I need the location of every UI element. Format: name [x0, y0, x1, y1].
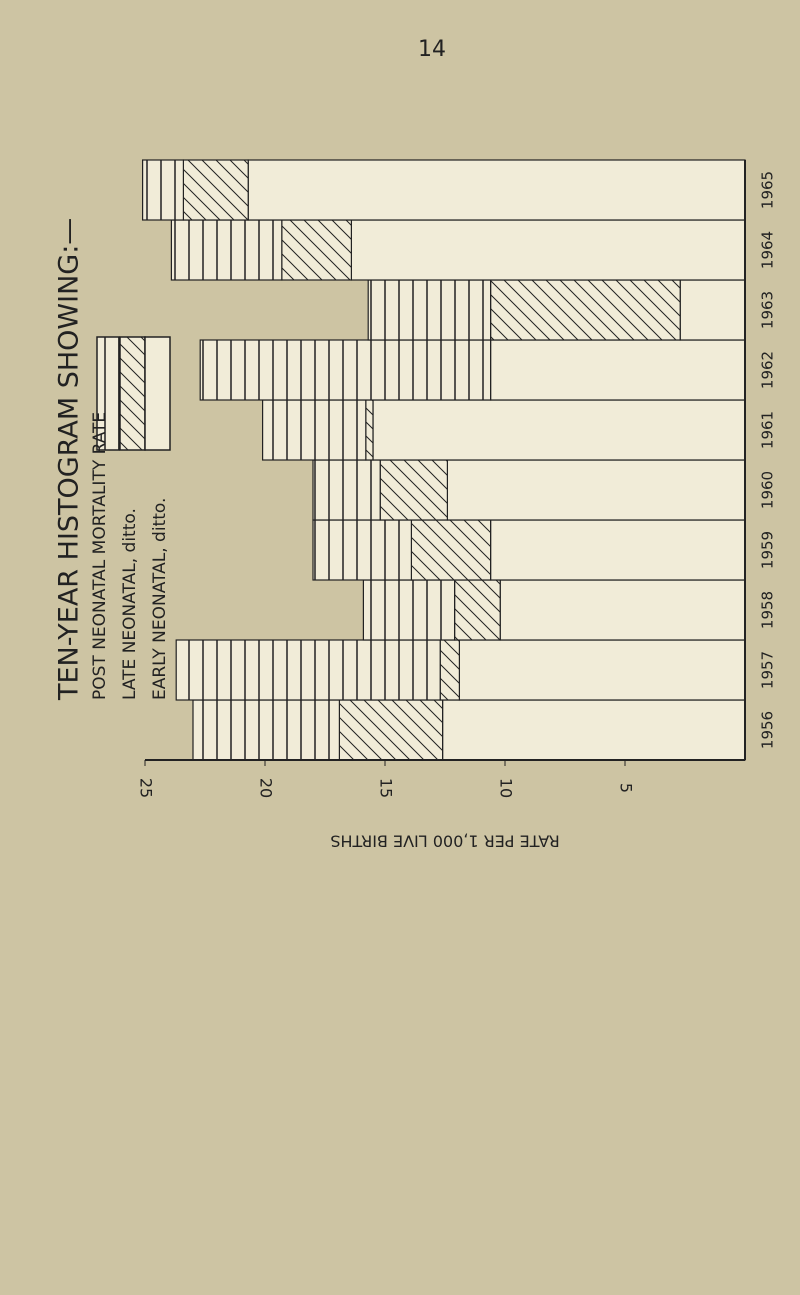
y-tick-label: 1957	[759, 651, 777, 689]
bar-segment	[170, 219, 283, 281]
legend-label: EARLY NEONATAL, ditto.	[150, 498, 170, 700]
bar-segment	[499, 579, 746, 641]
bar-segment	[362, 579, 456, 641]
bar-segment	[192, 699, 340, 761]
legend-label: POST NEONATAL MORTALITY RATE	[90, 412, 110, 700]
bar-segment	[338, 699, 444, 761]
y-tick-label: 1963	[759, 291, 777, 329]
bar-segment	[142, 159, 185, 221]
y-tick-label: 1956	[759, 711, 777, 749]
x-tick-label: 20	[257, 778, 276, 798]
x-tick-label: 15	[377, 778, 396, 798]
bar-segment	[439, 639, 461, 701]
bar-segment	[182, 159, 249, 221]
bar-segment	[490, 279, 681, 341]
bar-segment	[350, 219, 746, 281]
x-tick-label: 10	[497, 778, 516, 798]
bar-segment	[442, 699, 746, 761]
bar-segment	[312, 519, 413, 581]
bar-segment	[458, 639, 746, 701]
bar-segment	[312, 459, 381, 521]
y-tick-label: 1960	[759, 471, 777, 509]
legend-swatch	[144, 336, 171, 451]
y-tick-label: 1961	[759, 411, 777, 449]
x-tick-label: 25	[137, 778, 156, 798]
bar-segment	[446, 459, 746, 521]
chart-title: TEN-YEAR HISTOGRAM SHOWING:—	[54, 218, 85, 701]
bar-segment	[379, 459, 449, 521]
bar-segment	[262, 399, 367, 461]
page-number: 14	[418, 37, 446, 62]
y-tick-label: 1958	[759, 591, 777, 629]
bar-segment	[281, 219, 352, 281]
bar-segment	[247, 159, 746, 221]
bar-segment	[454, 579, 501, 641]
legend-swatch	[119, 336, 146, 451]
x-tick-label: 5	[617, 783, 636, 793]
legend-swatch	[96, 336, 120, 451]
bar-segment	[199, 339, 492, 401]
bar-segment	[410, 519, 492, 581]
bar-segment	[490, 519, 746, 581]
x-axis-title: RATE PER 1,000 LIVE BIRTHS	[330, 832, 559, 851]
bar-segment	[490, 339, 746, 401]
bar-segment	[365, 399, 374, 461]
bar-segment	[679, 279, 746, 341]
bar-segment	[372, 399, 746, 461]
legend-label: LATE NEONATAL, ditto.	[120, 508, 140, 700]
y-tick-label: 1965	[759, 171, 777, 209]
y-tick-label: 1959	[759, 531, 777, 569]
y-tick-label: 1964	[759, 231, 777, 269]
bar-segment	[367, 279, 492, 341]
y-tick-label: 1962	[759, 351, 777, 389]
bar-segment	[175, 639, 441, 701]
